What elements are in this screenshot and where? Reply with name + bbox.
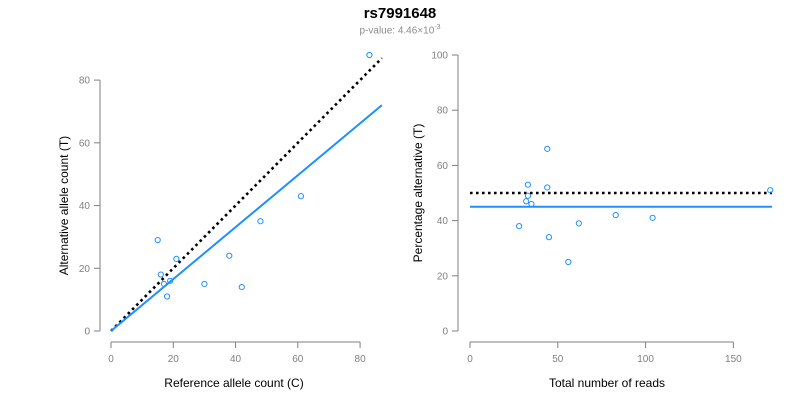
data-point xyxy=(612,211,619,219)
data-point xyxy=(238,283,245,291)
data-point xyxy=(524,181,532,188)
data-point xyxy=(173,255,180,262)
data-point xyxy=(226,252,233,259)
data-point xyxy=(257,218,264,225)
y-tick-label: 0 xyxy=(442,327,448,338)
y-tick-label: 40 xyxy=(79,201,91,212)
data-point xyxy=(545,234,553,241)
data-point xyxy=(160,280,168,288)
x-tick-label: 150 xyxy=(725,354,742,365)
y-tick-label: 80 xyxy=(79,76,91,87)
y-axis-label: Percentage alternative (T) xyxy=(411,124,425,263)
data-point xyxy=(649,214,656,221)
percentage-alternative-scatter: 0 50 100 150 0 20 40 60 80 100 Total number of rea… xyxy=(411,51,774,390)
data-point xyxy=(565,258,572,266)
y-tick-label: 60 xyxy=(437,161,449,172)
reference-line xyxy=(110,57,383,332)
y-axis-label: Alternative allele count (T) xyxy=(57,136,71,275)
y-tick-label: 40 xyxy=(437,216,449,227)
data-point xyxy=(163,293,171,300)
x-axis-label: Reference allele count (C) xyxy=(164,376,303,390)
data-point xyxy=(528,200,535,208)
chart-title: rs7991648 xyxy=(363,5,437,22)
y-tick-label: 0 xyxy=(84,327,90,338)
x-tick-label: 20 xyxy=(168,354,180,365)
y-tick-label: 100 xyxy=(431,51,448,62)
x-tick-label: 0 xyxy=(108,354,114,365)
x-tick-label: 100 xyxy=(637,354,654,365)
y-tick-label: 80 xyxy=(437,106,449,117)
data-point xyxy=(575,220,582,227)
data-point xyxy=(523,198,530,205)
data-point xyxy=(544,184,551,191)
x-tick-label: 40 xyxy=(230,354,242,365)
data-point xyxy=(516,223,523,230)
data-point xyxy=(366,51,373,59)
p-value-exponent: -3 xyxy=(434,24,441,31)
data-point xyxy=(544,145,551,152)
x-axis-label: Total number of reads xyxy=(549,376,665,390)
data-point xyxy=(767,187,774,194)
data-point xyxy=(297,193,305,200)
y-tick-label: 60 xyxy=(79,138,91,149)
data-point xyxy=(524,192,532,199)
x-tick-label: 80 xyxy=(355,354,367,365)
data-point xyxy=(157,271,164,278)
data-point xyxy=(201,280,208,288)
y-tick-label: 20 xyxy=(79,264,91,275)
y-tick-label: 20 xyxy=(437,271,449,282)
fit-line xyxy=(110,104,383,332)
allele-count-scatter: 0 20 40 60 80 0 20 40 60 80 Reference allele count… xyxy=(57,51,383,390)
data-point xyxy=(154,236,161,244)
x-tick-label: 50 xyxy=(552,354,564,365)
p-value-label: p-value: 4.46×10-3 xyxy=(0,24,800,36)
x-tick-label: 0 xyxy=(467,354,473,365)
p-value-text: p-value: 4.46×10 xyxy=(359,25,435,37)
x-tick-label: 60 xyxy=(292,354,304,365)
data-point xyxy=(167,277,174,284)
